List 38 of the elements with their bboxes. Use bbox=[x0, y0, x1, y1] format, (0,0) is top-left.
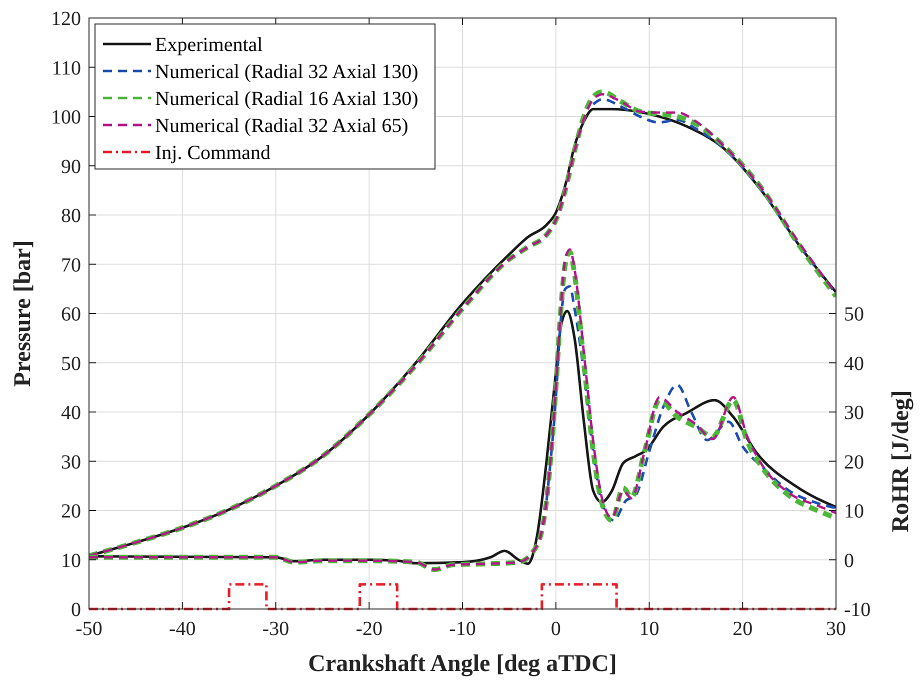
y-tick-label: 60 bbox=[61, 304, 81, 326]
y-tick-label: 70 bbox=[61, 254, 81, 276]
y2-tick-label: 10 bbox=[844, 500, 864, 522]
y-tick-label: 10 bbox=[61, 550, 81, 572]
x-tick-label: -50 bbox=[76, 618, 102, 640]
y-tick-label: 0 bbox=[71, 599, 81, 621]
y-tick-label: 50 bbox=[61, 352, 81, 375]
x-tick-label: 20 bbox=[732, 618, 753, 640]
x-tick-label: 10 bbox=[639, 618, 660, 640]
y2-tick-label: 20 bbox=[844, 451, 864, 474]
legend-label: Experimental bbox=[155, 34, 264, 56]
y-tick-label: 120 bbox=[51, 8, 81, 30]
y2-tick-label: 30 bbox=[844, 402, 864, 424]
y-tick-label: 100 bbox=[51, 106, 81, 128]
y2-tick-label: 40 bbox=[844, 352, 864, 375]
legend-label: Numerical (Radial 16 Axial 130) bbox=[155, 88, 418, 110]
line-series bbox=[545, 285, 836, 522]
y-tick-label: 110 bbox=[52, 57, 81, 80]
x-tick-label: 30 bbox=[826, 618, 846, 640]
y2-tick-label: -10 bbox=[844, 599, 871, 621]
y-tick-label: 30 bbox=[61, 451, 81, 474]
x-tick-label: -30 bbox=[262, 618, 290, 640]
y-axis-title: Pressure [bar] bbox=[10, 240, 36, 387]
y2-tick-label: 50 bbox=[844, 304, 864, 326]
y-tick-label: 90 bbox=[61, 156, 81, 178]
x-tick-label: -20 bbox=[356, 618, 382, 640]
x-tick-label: 0 bbox=[550, 618, 561, 640]
legend-label: Inj. Command bbox=[155, 142, 271, 164]
x-axis-title: Crankshaft Angle [deg aTDC] bbox=[308, 651, 617, 677]
x-tick-label: -40 bbox=[169, 618, 196, 640]
legend-label: Numerical (Radial 32 Axial 130) bbox=[155, 61, 418, 83]
y-tick-label: 40 bbox=[61, 402, 81, 424]
y-tick-label: 80 bbox=[61, 205, 81, 227]
y-tick-label: 20 bbox=[61, 500, 81, 522]
legend-label: Numerical (Radial 32 Axial 65) bbox=[155, 115, 408, 137]
y2-tick-label: 0 bbox=[844, 550, 854, 572]
x-tick-label: -10 bbox=[449, 618, 476, 640]
y2-axis-title: RoHR [J/deg] bbox=[888, 390, 914, 532]
